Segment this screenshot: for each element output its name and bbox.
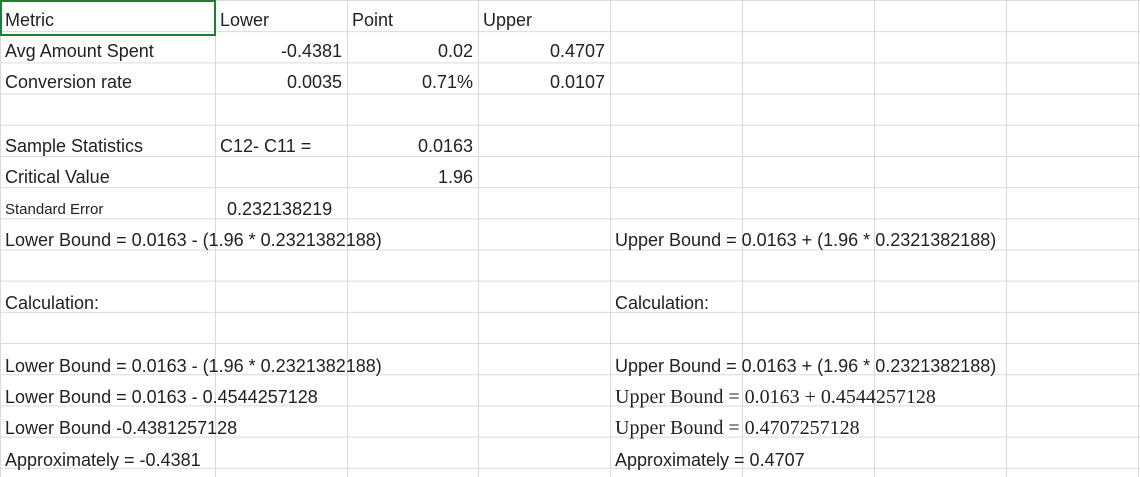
cell-avg-upper[interactable]: 0.4707 — [549, 41, 605, 61]
cell-conv-label[interactable]: Conversion rate — [5, 72, 133, 92]
grid-line — [610, 0, 611, 477]
cell-avg-lower[interactable]: -0.4381 — [280, 41, 342, 61]
cell-sample-stats-label[interactable]: Sample Statistics — [5, 136, 144, 156]
grid-line — [478, 0, 479, 477]
cell-lower-bound-formula[interactable]: Lower Bound = 0.0163 - (1.96 * 0.2321382… — [5, 230, 382, 250]
cell-upper-step2[interactable]: Upper Bound = 0.0163 + 0.4544257128 — [615, 386, 936, 408]
selected-cell-outline — [0, 0, 216, 36]
cell-upper-header[interactable]: Upper — [483, 10, 533, 30]
cell-lower-header[interactable]: Lower — [220, 10, 270, 30]
grid-line — [215, 0, 216, 477]
grid-line — [1006, 0, 1007, 477]
cell-calculation-label-right[interactable]: Calculation: — [615, 293, 710, 313]
cell-upper-step1[interactable]: Upper Bound = 0.0163 + (1.96 * 0.2321382… — [615, 356, 997, 376]
grid-line — [347, 0, 348, 477]
cell-calculation-label-left[interactable]: Calculation: — [5, 293, 100, 313]
cell-lower-step1[interactable]: Lower Bound = 0.0163 - (1.96 * 0.2321382… — [5, 356, 382, 376]
cell-lower-step2[interactable]: Lower Bound = 0.0163 - 0.4544257128 — [5, 387, 318, 407]
cell-upper-bound-formula[interactable]: Upper Bound = 0.0163 + (1.96 * 0.2321382… — [615, 230, 997, 250]
grid-line — [874, 0, 875, 477]
cell-critical-value[interactable]: 1.96 — [437, 167, 473, 187]
cell-stderr-value[interactable]: 0.232138219 — [227, 199, 333, 219]
cell-lower-approx[interactable]: Approximately = -0.4381 — [5, 450, 201, 470]
cell-conv-lower[interactable]: 0.0035 — [286, 72, 342, 92]
cell-point-header[interactable]: Point — [352, 10, 394, 30]
cell-sample-formula[interactable]: C12- C11 = — [220, 136, 312, 156]
cell-conv-point[interactable]: 0.71% — [421, 72, 473, 92]
cell-upper-approx[interactable]: Approximately = 0.4707 — [615, 450, 805, 470]
cell-conv-upper[interactable]: 0.0107 — [549, 72, 605, 92]
cell-lower-step3[interactable]: Lower Bound -0.4381257128 — [5, 418, 238, 438]
cell-avg-point[interactable]: 0.02 — [437, 41, 473, 61]
grid-line — [1138, 0, 1139, 477]
cell-stderr-label[interactable]: Standard Error — [5, 201, 104, 218]
cell-critical-label[interactable]: Critical Value — [5, 167, 110, 187]
cell-sample-value[interactable]: 0.0163 — [417, 136, 473, 156]
cell-upper-step3[interactable]: Upper Bound = 0.4707257128 — [615, 417, 860, 439]
grid-line — [742, 0, 743, 477]
cell-avg-label[interactable]: Avg Amount Spent — [5, 41, 154, 61]
cell-metric-header[interactable]: Metric — [5, 10, 54, 30]
